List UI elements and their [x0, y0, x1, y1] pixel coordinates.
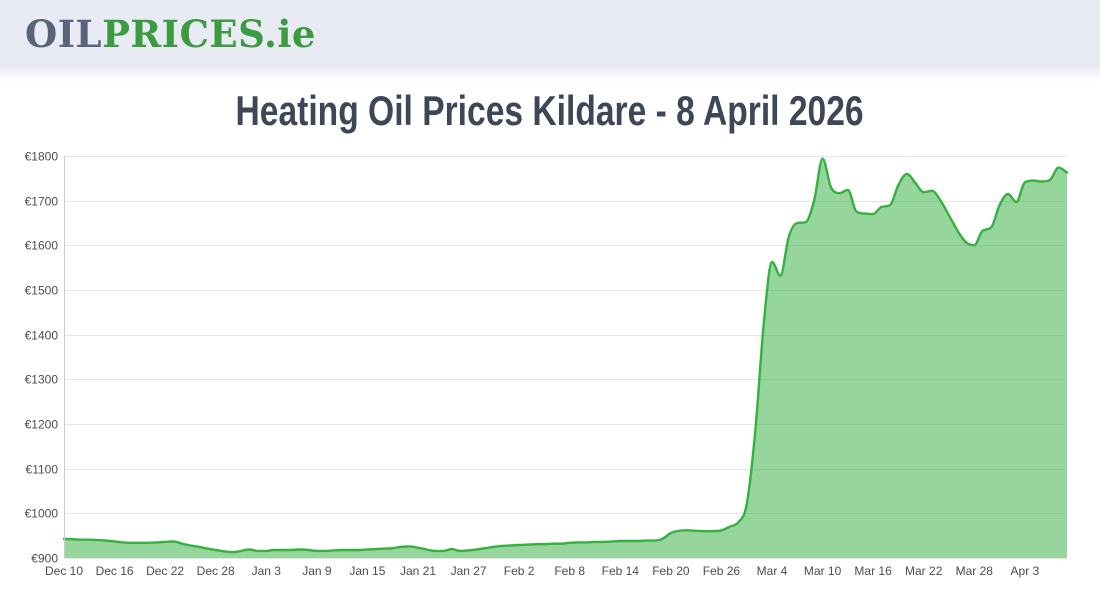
svg-text:Jan 27: Jan 27 [451, 564, 487, 578]
svg-text:Dec 10: Dec 10 [45, 564, 83, 578]
svg-text:€1800: €1800 [25, 150, 59, 164]
svg-text:€1400: €1400 [25, 329, 59, 343]
svg-text:€1100: €1100 [26, 463, 59, 477]
svg-text:€1700: €1700 [25, 195, 59, 209]
price-chart: €900 €1000 €1100 €1200 €1300 €1400 €1500 €1600 €… [0, 145, 1100, 600]
x-axis-labels: Dec 10 Dec 16 Dec 22 Dec 28 Jan 3 Jan 9 Jan 15… [45, 564, 1040, 578]
grid-lines [64, 156, 1067, 559]
svg-text:Feb 26: Feb 26 [703, 564, 741, 578]
svg-text:Feb 20: Feb 20 [652, 564, 690, 578]
logo-text-ie: .ie [264, 11, 316, 56]
svg-text:Dec 28: Dec 28 [197, 564, 235, 578]
svg-text:Jan 15: Jan 15 [349, 564, 385, 578]
page-title: Heating Oil Prices Kildare - 8 April 202… [235, 87, 865, 134]
svg-text:Feb 2: Feb 2 [504, 564, 535, 578]
price-line [62, 157, 1069, 554]
svg-text:€1000: €1000 [25, 507, 59, 521]
logo-text-prices: PRICES [102, 11, 264, 56]
logo-text-oil: OIL [25, 11, 103, 56]
page-title-container: Heating Oil Prices Kildare - 8 April 202… [0, 87, 1100, 134]
svg-text:Mar 10: Mar 10 [804, 564, 842, 578]
svg-text:Apr 3: Apr 3 [1011, 564, 1040, 578]
chart-canvas: €900 €1000 €1100 €1200 €1300 €1400 €1500 €1600 €… [25, 150, 1069, 578]
svg-text:€1500: €1500 [25, 284, 59, 298]
svg-text:Jan 9: Jan 9 [302, 564, 332, 578]
svg-text:€1300: €1300 [25, 373, 59, 387]
svg-text:Jan 3: Jan 3 [252, 564, 282, 578]
svg-text:Jan 21: Jan 21 [400, 564, 436, 578]
svg-text:Mar 22: Mar 22 [905, 564, 943, 578]
svg-text:€900: €900 [31, 552, 58, 566]
svg-text:Mar 16: Mar 16 [854, 564, 892, 578]
svg-text:Mar 28: Mar 28 [956, 564, 994, 578]
y-axis-labels: €900 €1000 €1100 €1200 €1300 €1400 €1500 €1600 €… [25, 150, 59, 566]
area-fill [64, 158, 1067, 558]
svg-text:Feb 14: Feb 14 [602, 564, 640, 578]
site-logo[interactable]: OILPRICES.ie [25, 15, 316, 53]
svg-text:Feb 8: Feb 8 [554, 564, 585, 578]
svg-text:€1200: €1200 [25, 418, 59, 432]
svg-text:Mar 4: Mar 4 [757, 564, 788, 578]
site-header: OILPRICES.ie [0, 0, 1100, 82]
svg-text:€1600: €1600 [25, 239, 59, 253]
svg-text:Dec 16: Dec 16 [96, 564, 134, 578]
svg-text:Dec 22: Dec 22 [146, 564, 184, 578]
